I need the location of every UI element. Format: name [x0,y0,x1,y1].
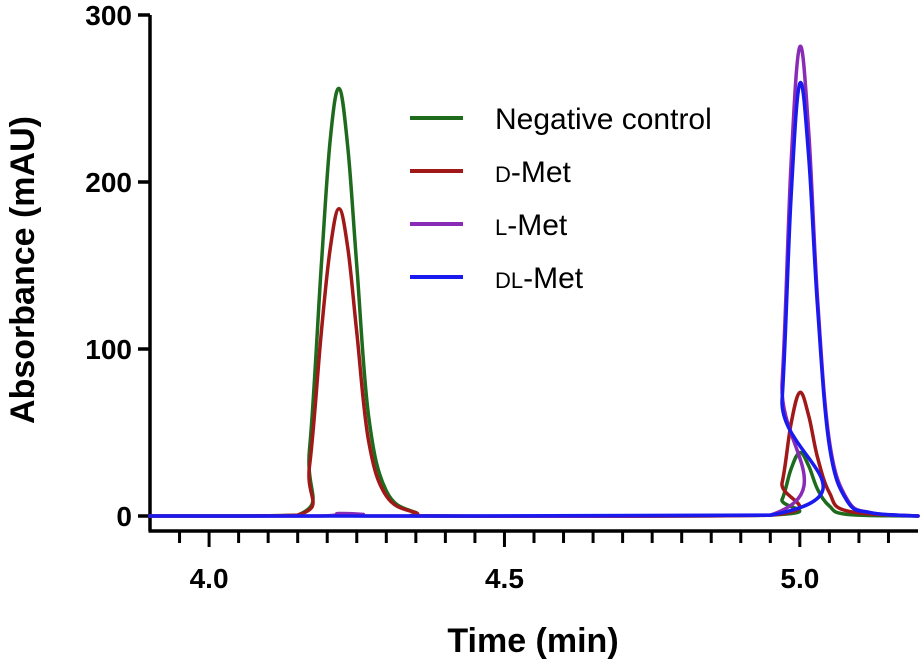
y-tick-label: 200 [85,167,132,198]
y-tick-label: 0 [116,501,132,532]
series-line-d-met [148,206,920,519]
series-line-dl-met [148,80,920,518]
legend-label: L-Met [495,209,568,242]
x-tick-label: 5.0 [780,563,819,594]
series-layer [148,44,920,519]
legend-label: DL-Met [495,262,584,295]
y-axis-title: Absorbance (mAU) [4,116,42,424]
x-tick-label: 4.0 [190,563,229,594]
legend-label: D-Met [495,156,572,189]
x-axis-title: Time (min) [447,622,618,660]
y-tick-label: 300 [85,0,132,31]
legend: Negative control D-Met L-Met DL-Met [410,103,712,295]
x-tick-label: 4.5 [485,563,524,594]
legend-label: Negative control [495,103,712,136]
axes-layer: 0 100 200 300 4.0 4.5 5.0 [85,0,918,594]
y-tick-label: 100 [85,334,132,365]
